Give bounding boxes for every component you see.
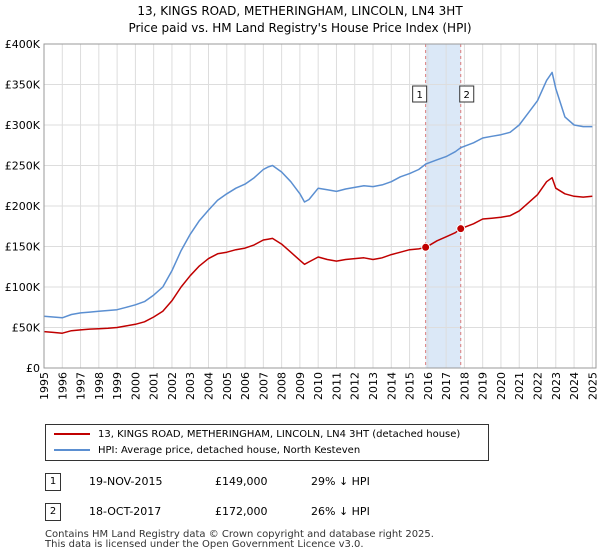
x-tick-label: 1996 [56,372,69,400]
sale-point [421,242,431,252]
x-tick-label: 1997 [75,372,88,400]
sale-date: 19-NOV-2015 [89,475,163,488]
y-tick-label: £150K [5,241,41,254]
sale-point [456,224,466,234]
sale-price: £149,000 [215,475,268,488]
price-paid-line [43,176,593,334]
x-tick-label: 2012 [349,372,362,400]
x-tick-label: 2015 [404,372,417,400]
chart-subtitle: Price paid vs. HM Land Registry's House … [128,21,472,35]
x-tick-label: 2009 [294,372,307,400]
chart-title: 13, KINGS ROAD, METHERINGHAM, LINCOLN, L… [137,4,463,18]
legend-label-price: 13, KINGS ROAD, METHERINGHAM, LINCOLN, L… [98,429,461,440]
sale-date: 18-OCT-2017 [89,505,162,518]
legend-item-price: 13, KINGS ROAD, METHERINGHAM, LINCOLN, L… [54,427,460,443]
x-tick-label: 1999 [111,372,124,400]
sale-hpi-delta: 29% ↓ HPI [311,475,370,488]
x-tick-label: 2006 [239,372,252,400]
x-tick-label: 2024 [568,372,581,400]
y-tick-label: £400K [5,38,41,51]
sale-label-number: 1 [416,90,422,101]
legend-swatch-hpi [54,449,90,451]
x-tick-label: 2011 [330,372,343,400]
x-tick-label: 1998 [93,372,106,400]
sale-label-number: 2 [464,90,470,101]
sale-label-box [459,85,475,103]
y-tick-label: £100K [5,281,41,294]
x-tick-label: 2002 [166,372,179,400]
x-tick-label: 2003 [184,372,197,400]
hpi-line [43,71,593,319]
x-tick-label: 2018 [458,372,471,400]
x-tick-label: 2000 [129,372,142,400]
sale-number-badge: 1 [45,473,61,491]
y-tick-label: £200K [5,200,41,213]
plot-border [43,43,597,369]
x-tick-label: 2020 [495,372,508,400]
y-tick-label: £0 [26,362,40,375]
x-tick-label: 2025 [586,372,599,400]
sale-label-box [412,85,428,103]
x-tick-label: 1995 [38,372,51,400]
x-tick-label: 2019 [477,372,490,400]
y-tick-label: £350K [5,79,41,92]
sale-price: £172,000 [215,505,268,518]
footer-line-2: This data is licensed under the Open Gov… [45,539,364,550]
x-tick-label: 2023 [550,372,563,400]
x-tick-label: 2005 [221,372,234,400]
legend-label-hpi: HPI: Average price, detached house, Nort… [98,445,361,456]
x-tick-label: 2016 [422,372,435,400]
x-tick-label: 2022 [532,372,545,400]
x-tick-label: 2013 [367,372,380,400]
x-tick-label: 2001 [148,372,161,400]
x-tick-label: 2010 [312,372,325,400]
legend-swatch-price [54,433,90,435]
legend-item-hpi: HPI: Average price, detached house, Nort… [54,443,360,459]
price-chart: £0 £50K £100K £150K £200K £250K £300K £350K £400… [5,38,600,400]
footer-note: Contains HM Land Registry data © Crown c… [45,530,434,550]
x-tick-label: 2014 [385,372,398,400]
footer-line-1: Contains HM Land Registry data © Crown c… [45,529,434,540]
sale-number-badge: 2 [45,503,61,521]
x-tick-label: 2008 [276,372,289,400]
x-tick-label: 2007 [257,372,270,400]
y-tick-label: £300K [5,119,41,132]
y-tick-label: £50K [12,322,41,335]
y-tick-label: £250K [5,160,41,173]
x-tick-label: 2004 [203,372,216,400]
x-tick-label: 2021 [513,372,526,400]
chart-legend: 13, KINGS ROAD, METHERINGHAM, LINCOLN, L… [45,424,489,461]
sale-hpi-delta: 26% ↓ HPI [311,505,370,518]
x-tick-label: 2017 [440,372,453,400]
